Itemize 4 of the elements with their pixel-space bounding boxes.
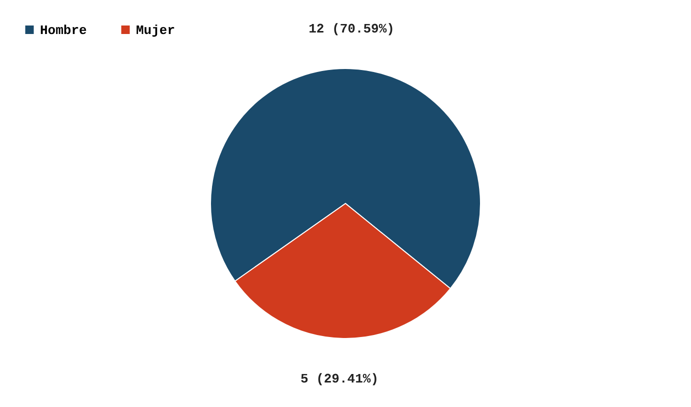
- legend-label: Mujer: [136, 22, 176, 38]
- data-label: 12 (70.59%): [308, 22, 394, 37]
- legend-label: Hombre: [40, 22, 88, 38]
- data-label: 5 (29.41%): [300, 371, 378, 386]
